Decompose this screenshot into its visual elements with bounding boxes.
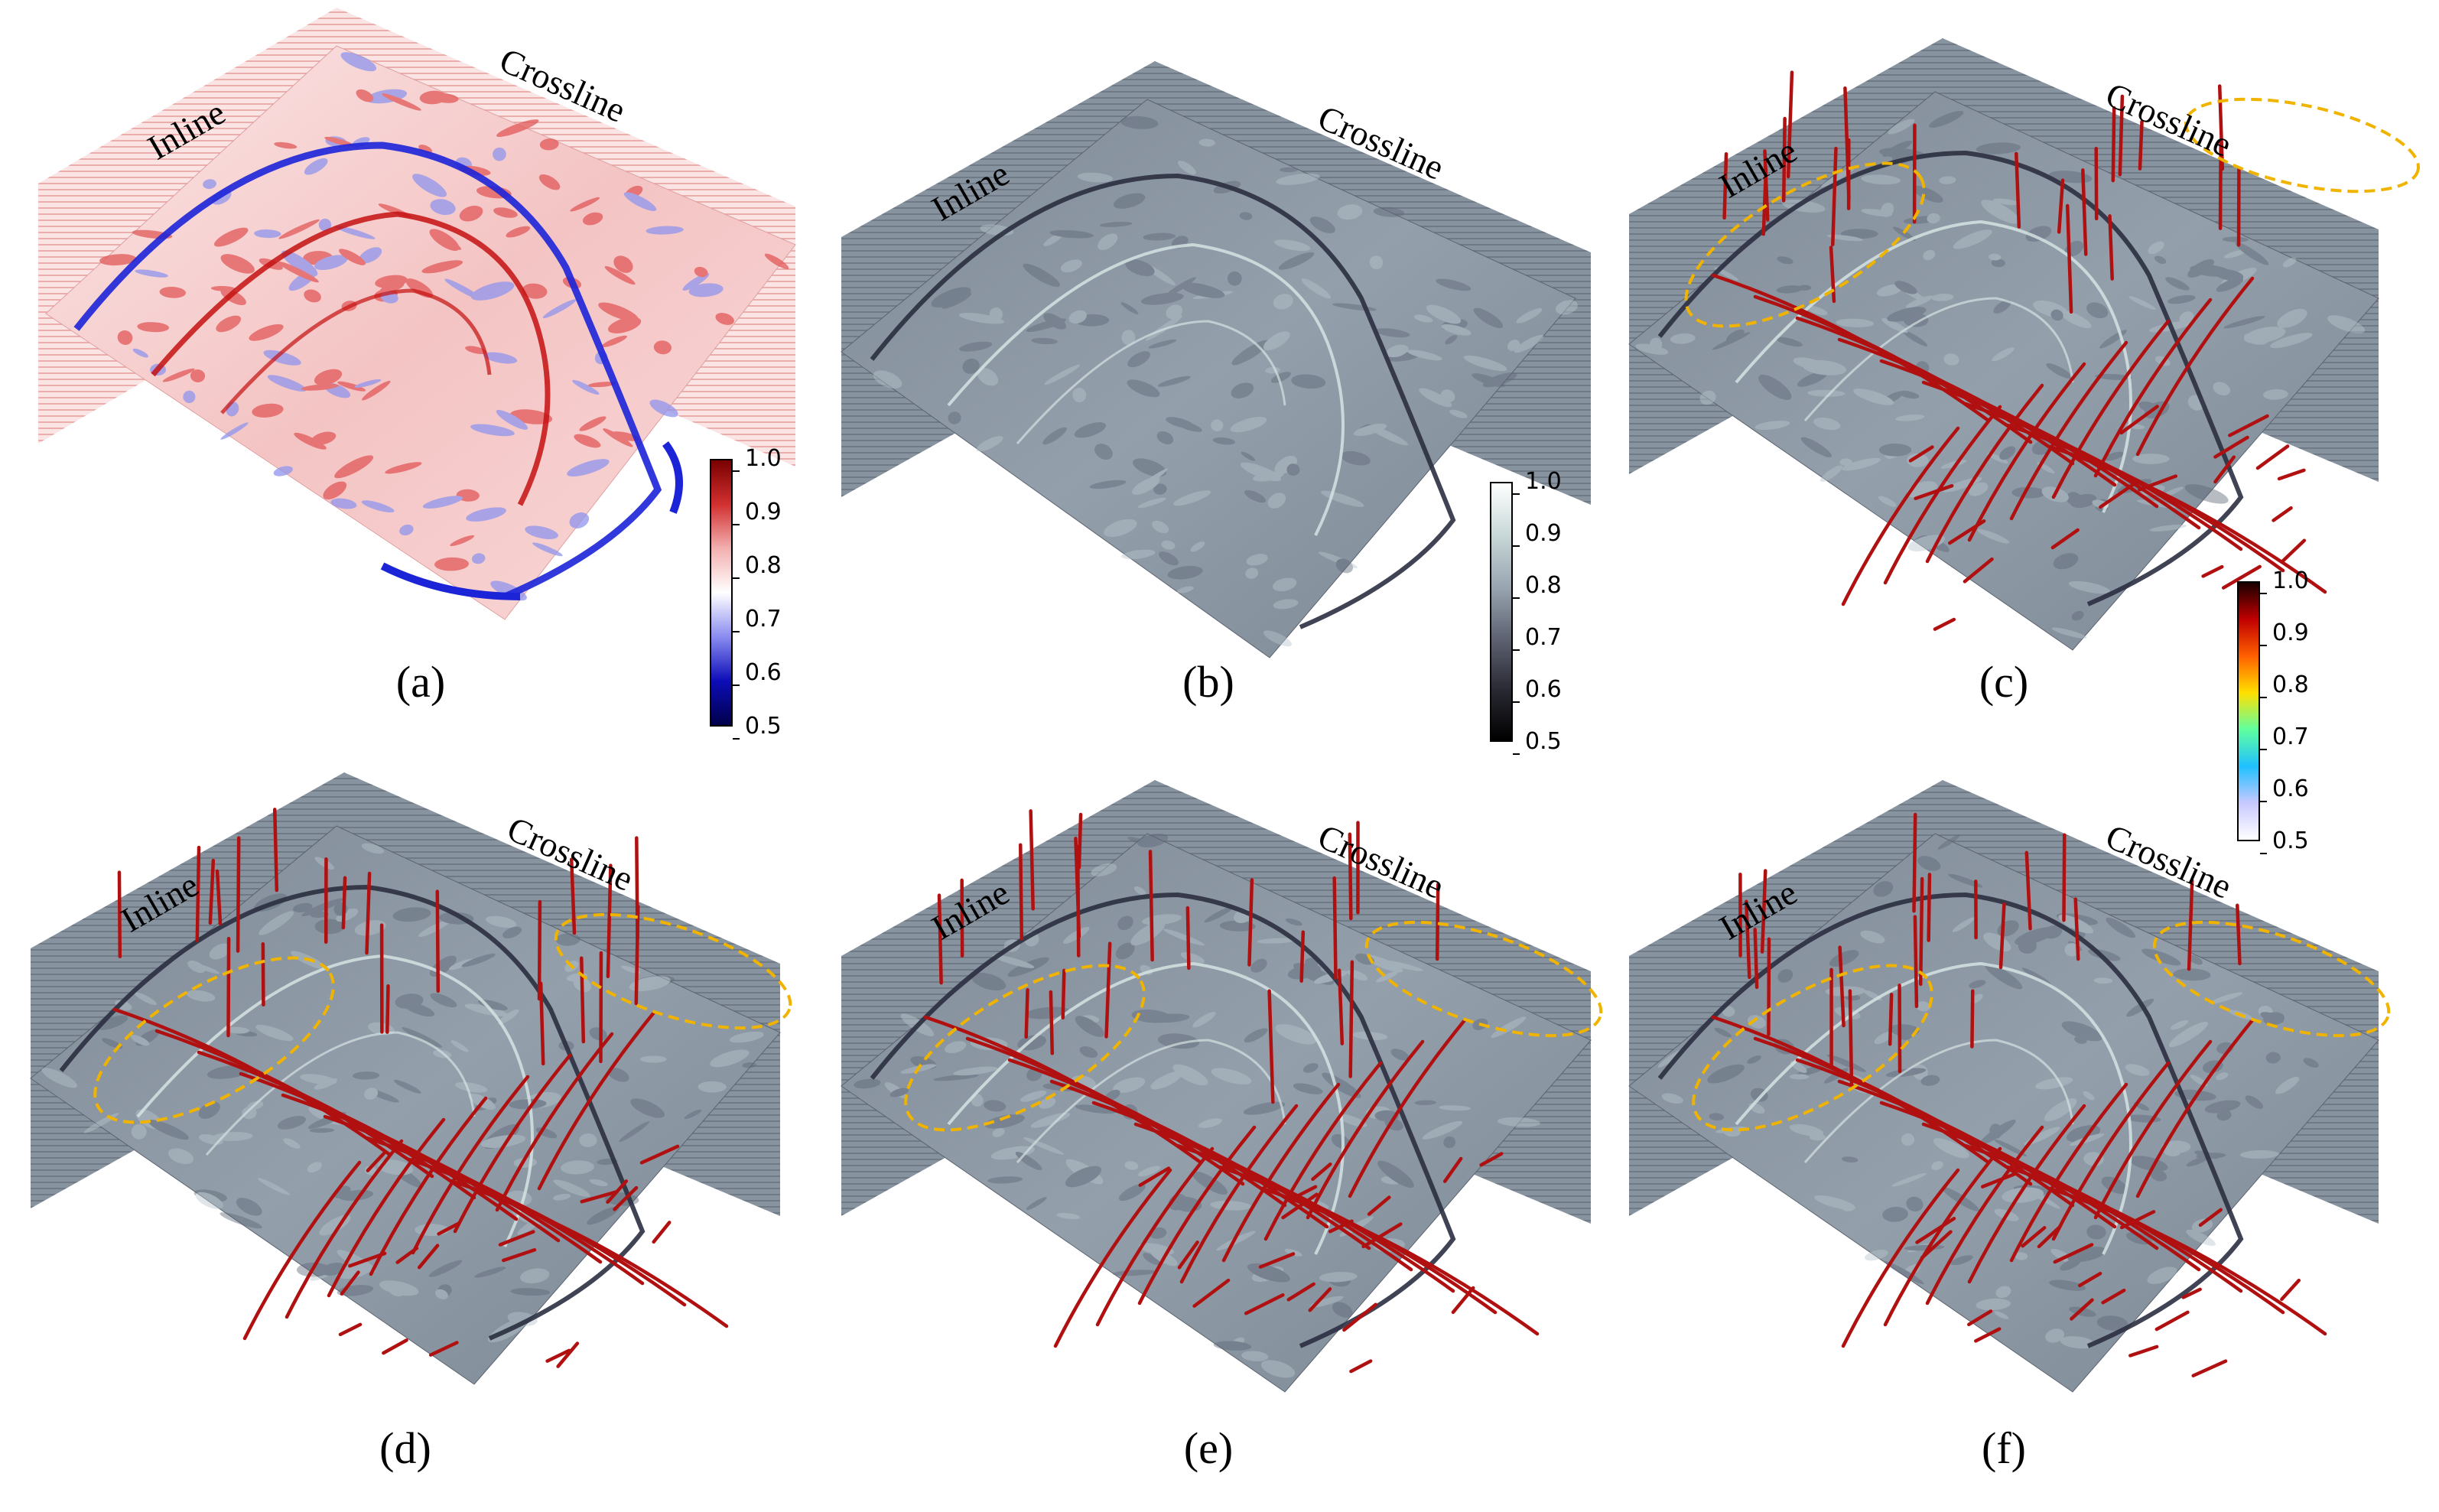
- colorbar-tick-seismic: 1.0: [733, 459, 782, 482]
- colorbar-tick-fault: 0.9: [2260, 633, 2309, 656]
- colorbar-tick-gray: 0.7: [1513, 638, 1562, 661]
- colorbar-tick-fault: 0.5: [2260, 841, 2309, 864]
- panel-caption-d: (d): [344, 1423, 467, 1474]
- colorbar-tick-seismic: 0.9: [733, 512, 782, 535]
- colorbar-gradient-fault: [2237, 581, 2260, 841]
- colorbar-tick-fault: 1.0: [2260, 581, 2309, 604]
- panel-caption-b: (b): [1147, 656, 1270, 707]
- colorbar-tick-gray: 0.5: [1513, 742, 1562, 765]
- colorbar-tick-gray: 0.6: [1513, 690, 1562, 713]
- colorbar-tick-gray: 0.8: [1513, 586, 1562, 609]
- colorbar-tick-seismic: 0.6: [733, 673, 782, 696]
- colorbar-tick-fault: 0.8: [2260, 685, 2309, 708]
- colorbar-gradient-seismic: [710, 459, 733, 727]
- colorbar-tick-gray: 0.9: [1513, 534, 1562, 557]
- colorbar-gradient-gray: [1490, 482, 1513, 742]
- panel-caption-e: (e): [1147, 1423, 1270, 1474]
- colorbar-tick-seismic: 0.8: [733, 566, 782, 589]
- panel-caption-f: (f): [1943, 1423, 2065, 1474]
- colorbar-tick-gray: 1.0: [1513, 482, 1562, 505]
- colorbar-tick-fault: 0.6: [2260, 789, 2309, 812]
- colorbar-tick-seismic: 0.5: [733, 727, 782, 749]
- colorbar-tick-seismic: 0.7: [733, 619, 782, 642]
- panel-caption-a: (a): [359, 656, 482, 707]
- panel-caption-c: (c): [1943, 656, 2065, 707]
- colorbar-tick-fault: 0.7: [2260, 737, 2309, 760]
